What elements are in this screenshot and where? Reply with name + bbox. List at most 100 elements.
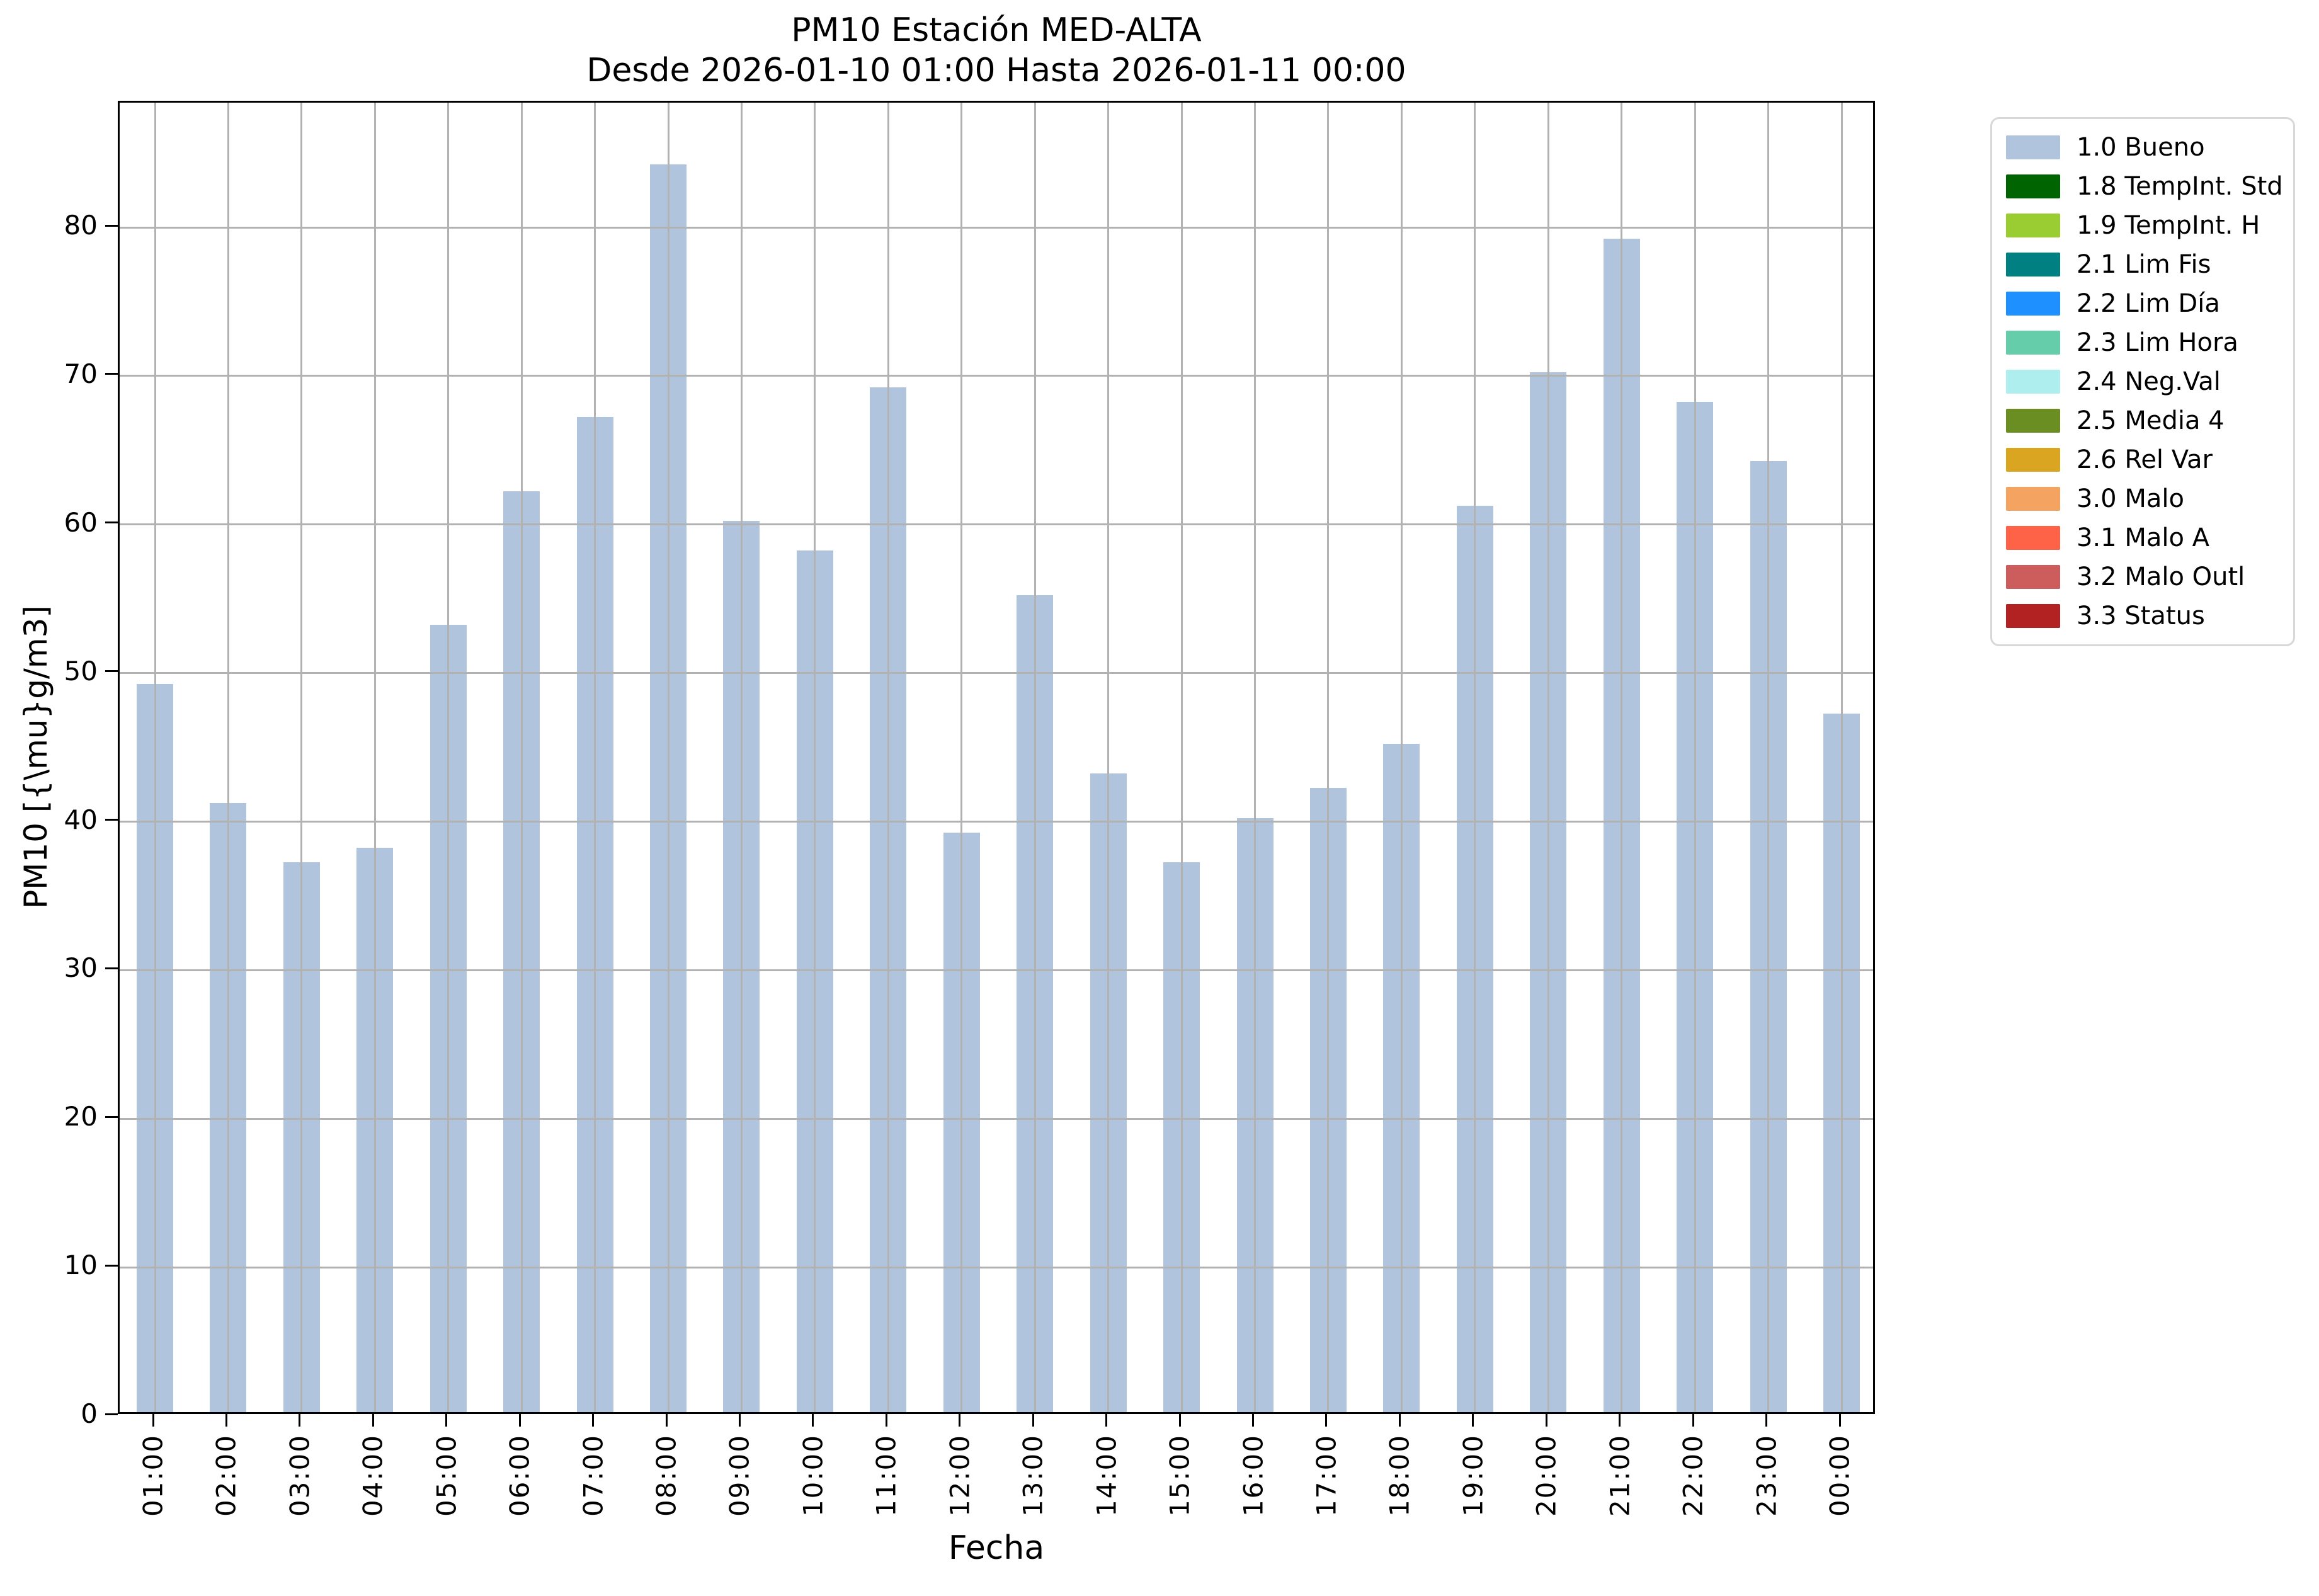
x-tick-label: 08:00 (651, 1434, 682, 1517)
y-tick-mark (105, 819, 118, 821)
x-tick-label: 18:00 (1384, 1434, 1415, 1517)
legend-item: 2.5 Media 4 (1992, 401, 2293, 440)
legend-swatch (2006, 174, 2060, 198)
x-axis-label: Fecha (948, 1529, 1045, 1567)
x-tick-label: 10:00 (797, 1434, 829, 1517)
x-tick-label: 23:00 (1751, 1434, 1782, 1517)
x-tick-mark (445, 1414, 447, 1427)
legend-label: 1.9 TempInt. H (2077, 211, 2260, 240)
x-gridline (1254, 103, 1256, 1412)
y-gridline (120, 523, 1873, 525)
x-tick-mark (372, 1414, 374, 1427)
x-tick-mark (225, 1414, 227, 1427)
legend-swatch (2006, 253, 2060, 276)
legend-swatch (2006, 331, 2060, 355)
x-tick-mark (1032, 1414, 1034, 1427)
legend-label: 2.2 Lim Día (2077, 289, 2220, 318)
legend-swatch (2006, 604, 2060, 628)
x-gridline (887, 103, 889, 1412)
legend-item: 1.8 TempInt. Std (1992, 167, 2293, 206)
legend-swatch (2006, 370, 2060, 394)
legend-item: 2.3 Lim Hora (1992, 323, 2293, 362)
x-gridline (227, 103, 229, 1412)
x-tick-label: 07:00 (578, 1434, 609, 1517)
y-tick-mark (105, 967, 118, 969)
x-tick-label: 11:00 (870, 1434, 902, 1517)
x-tick-mark (1692, 1414, 1694, 1427)
x-tick-label: 12:00 (944, 1434, 976, 1517)
y-tick-label: 50 (64, 656, 98, 687)
legend-item: 2.4 Neg.Val (1992, 362, 2293, 401)
legend-swatch (2006, 448, 2060, 472)
x-gridline (374, 103, 376, 1412)
x-tick-label: 19:00 (1457, 1434, 1489, 1517)
x-gridline (1474, 103, 1476, 1412)
x-tick-mark (886, 1414, 887, 1427)
x-tick-mark (812, 1414, 814, 1427)
legend-label: 3.0 Malo (2077, 484, 2184, 513)
y-gridline (120, 672, 1873, 674)
x-gridline (1694, 103, 1696, 1412)
x-gridline (1547, 103, 1549, 1412)
legend-swatch (2006, 526, 2060, 550)
x-tick-mark (592, 1414, 594, 1427)
x-tick-mark (1399, 1414, 1401, 1427)
legend-item: 3.1 Malo A (1992, 518, 2293, 557)
x-gridline (960, 103, 962, 1412)
x-gridline (300, 103, 302, 1412)
legend-item: 3.0 Malo (1992, 479, 2293, 518)
x-gridline (741, 103, 743, 1412)
x-tick-label: 13:00 (1017, 1434, 1049, 1517)
x-gridline (1034, 103, 1036, 1412)
legend-item: 1.9 TempInt. H (1992, 206, 2293, 245)
x-tick-mark (152, 1414, 154, 1427)
x-gridline (1767, 103, 1769, 1412)
x-tick-mark (959, 1414, 960, 1427)
y-tick-label: 0 (81, 1398, 98, 1429)
legend-label: 2.6 Rel Var (2077, 445, 2213, 474)
x-gridline (154, 103, 156, 1412)
x-tick-label: 09:00 (724, 1434, 755, 1517)
x-tick-label: 14:00 (1091, 1434, 1122, 1517)
x-tick-mark (1252, 1414, 1254, 1427)
x-tick-label: 20:00 (1530, 1434, 1562, 1517)
x-tick-mark (1105, 1414, 1107, 1427)
x-tick-label: 06:00 (504, 1434, 535, 1517)
x-tick-mark (1325, 1414, 1327, 1427)
x-gridline (1621, 103, 1622, 1412)
legend-item: 3.2 Malo Outl (1992, 557, 2293, 596)
x-tick-label: 05:00 (431, 1434, 462, 1517)
legend-swatch (2006, 487, 2060, 511)
x-tick-label: 16:00 (1238, 1434, 1269, 1517)
y-tick-mark (105, 1413, 118, 1415)
x-tick-mark (299, 1414, 300, 1427)
legend-label: 3.2 Malo Outl (2077, 562, 2245, 591)
x-tick-mark (1546, 1414, 1547, 1427)
y-tick-mark (105, 373, 118, 375)
x-tick-mark (1179, 1414, 1181, 1427)
x-tick-label: 22:00 (1677, 1434, 1709, 1517)
x-gridline (521, 103, 523, 1412)
legend-swatch (2006, 409, 2060, 433)
legend-label: 2.4 Neg.Val (2077, 367, 2221, 396)
legend-label: 3.3 Status (2077, 601, 2205, 630)
chart-title-line1: PM10 Estación MED-ALTA (791, 11, 1202, 49)
y-tick-mark (105, 522, 118, 523)
legend-item: 2.6 Rel Var (1992, 440, 2293, 479)
y-axis-label: PM10 [{\mu}g/m3] (18, 605, 54, 909)
y-tick-label: 10 (64, 1250, 98, 1280)
legend-swatch (2006, 565, 2060, 589)
y-tick-label: 60 (64, 507, 98, 538)
legend-item: 3.3 Status (1992, 596, 2293, 636)
y-tick-label: 20 (64, 1101, 98, 1132)
x-tick-label: 21:00 (1604, 1434, 1636, 1517)
legend-swatch (2006, 135, 2060, 159)
x-tick-mark (1619, 1414, 1621, 1427)
x-gridline (447, 103, 449, 1412)
x-tick-label: 00:00 (1824, 1434, 1855, 1517)
legend-label: 1.8 TempInt. Std (2077, 172, 2283, 201)
legend: 1.0 Bueno 1.8 TempInt. Std 1.9 TempInt. H 2… (1990, 117, 2295, 646)
x-tick-label: 03:00 (284, 1434, 316, 1517)
legend-label: 3.1 Malo A (2077, 523, 2210, 552)
